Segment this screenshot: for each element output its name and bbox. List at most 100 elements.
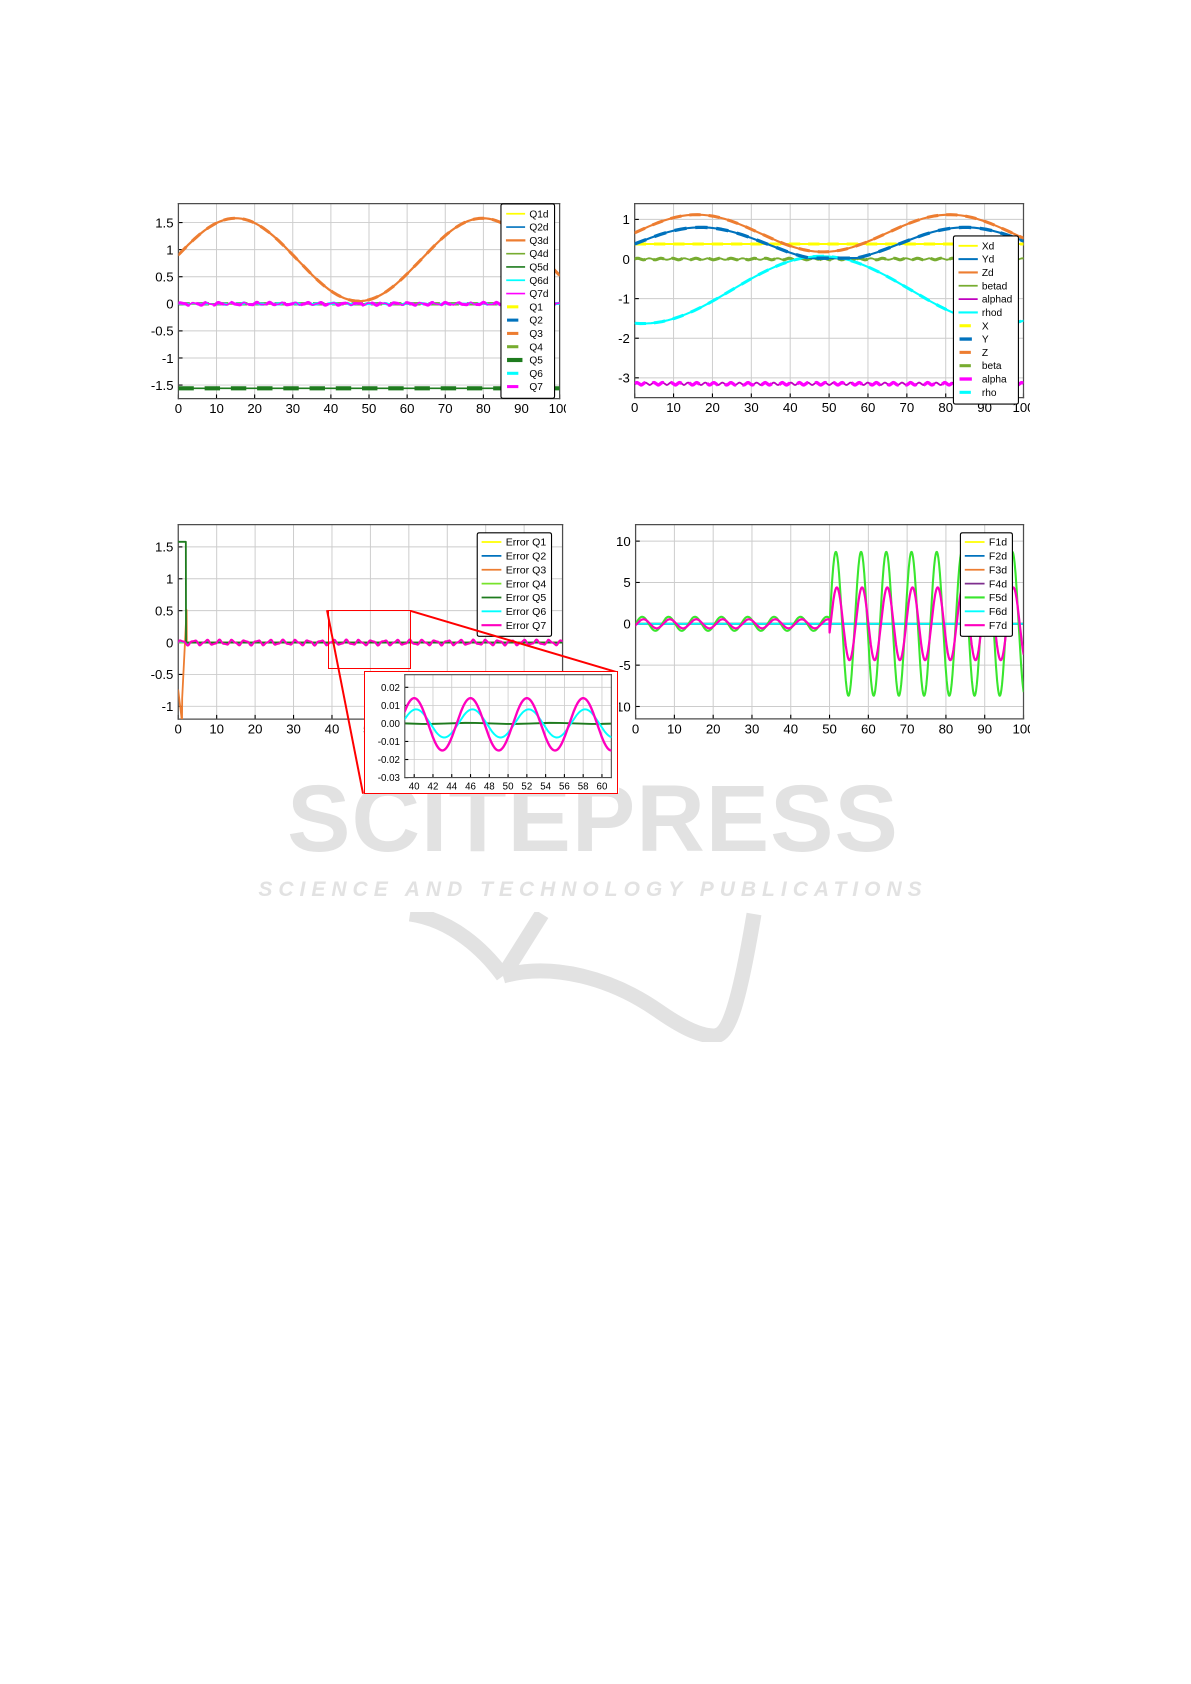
svg-text:Error Q1: Error Q1 [506,537,547,549]
svg-text:Q1d: Q1d [529,209,548,220]
svg-text:Zd: Zd [982,268,994,279]
svg-text:0: 0 [166,635,173,650]
svg-text:-0.5: -0.5 [151,667,174,682]
svg-text:70: 70 [900,721,915,736]
svg-text:100: 100 [549,401,566,416]
svg-text:0: 0 [166,297,173,312]
svg-text:20: 20 [706,721,721,736]
svg-text:-1: -1 [162,699,174,714]
svg-text:1: 1 [622,212,629,227]
svg-text:0.5: 0.5 [155,270,173,285]
svg-text:40: 40 [324,401,339,416]
svg-text:-0.01: -0.01 [378,737,400,748]
svg-text:0: 0 [175,722,182,737]
svg-text:-1: -1 [162,351,174,366]
svg-text:Q4d: Q4d [529,249,548,260]
svg-text:60: 60 [861,400,876,415]
svg-text:1: 1 [166,572,173,587]
svg-text:-2: -2 [618,331,630,346]
svg-text:54: 54 [540,781,551,792]
svg-text:1.5: 1.5 [155,540,173,555]
svg-text:1.5: 1.5 [155,215,173,230]
svg-text:60: 60 [400,401,415,416]
svg-text:10: 10 [666,400,681,415]
svg-text:50: 50 [822,721,837,736]
svg-text:Error Q3: Error Q3 [506,564,547,576]
svg-text:52: 52 [521,781,532,792]
svg-text:0: 0 [632,721,639,736]
svg-text:rhod: rhod [982,308,1002,319]
svg-text:60: 60 [861,721,876,736]
svg-text:Z: Z [982,348,988,359]
svg-text:-0.03: -0.03 [378,773,400,784]
svg-text:80: 80 [938,400,953,415]
svg-text:30: 30 [286,722,301,737]
svg-text:beta: beta [982,361,1002,372]
svg-text:Q5d: Q5d [529,262,548,273]
svg-text:58: 58 [578,781,589,792]
svg-text:Error Q7: Error Q7 [506,620,547,632]
svg-text:-5: -5 [619,658,631,673]
svg-text:Yd: Yd [982,255,994,266]
svg-text:-0.02: -0.02 [378,755,400,766]
svg-text:Q7d: Q7d [529,289,548,300]
svg-text:Q4: Q4 [529,342,543,353]
svg-text:20: 20 [248,722,263,737]
svg-text:0.02: 0.02 [381,683,400,694]
svg-text:0: 0 [623,617,630,632]
svg-text:50: 50 [362,401,377,416]
svg-text:50: 50 [822,400,837,415]
svg-text:Error Q2: Error Q2 [506,551,547,563]
svg-text:10: 10 [667,721,682,736]
svg-text:F6d: F6d [989,606,1007,618]
svg-text:F7d: F7d [989,620,1007,632]
svg-text:40: 40 [783,400,798,415]
svg-text:30: 30 [745,721,760,736]
svg-text:40: 40 [783,721,798,736]
svg-text:-1.5: -1.5 [151,378,174,393]
svg-text:betad: betad [982,281,1007,292]
svg-text:Error Q6: Error Q6 [506,606,547,618]
svg-text:20: 20 [705,400,720,415]
svg-text:10: 10 [209,722,224,737]
svg-text:Q2d: Q2d [529,223,548,234]
svg-text:56: 56 [559,781,570,792]
svg-text:48: 48 [484,781,495,792]
svg-text:Q2: Q2 [529,316,543,327]
svg-text:-3: -3 [618,371,630,386]
svg-text:0.01: 0.01 [381,701,400,712]
svg-text:20: 20 [247,401,262,416]
svg-text:alphad: alphad [982,295,1012,306]
svg-text:70: 70 [900,400,915,415]
svg-text:10: 10 [209,401,224,416]
svg-text:0.00: 0.00 [381,719,401,730]
svg-text:Y: Y [982,335,989,346]
svg-text:1: 1 [166,242,173,257]
svg-text:Q1: Q1 [529,302,543,313]
svg-text:0.5: 0.5 [155,603,173,618]
svg-text:80: 80 [476,401,491,416]
svg-text:Error Q5: Error Q5 [506,592,547,604]
svg-text:F5d: F5d [989,592,1007,604]
svg-text:Q7: Q7 [529,382,543,393]
svg-text:46: 46 [465,781,476,792]
svg-text:F4d: F4d [989,578,1007,590]
svg-text:30: 30 [744,400,759,415]
svg-text:90: 90 [977,721,992,736]
svg-text:40: 40 [325,722,340,737]
svg-text:F1d: F1d [989,537,1007,549]
svg-text:F3d: F3d [989,564,1007,576]
svg-text:80: 80 [939,721,954,736]
svg-text:alpha: alpha [982,375,1007,386]
svg-text:70: 70 [438,401,453,416]
svg-text:Q5: Q5 [529,356,543,367]
svg-text:-0.5: -0.5 [151,324,174,339]
svg-text:60: 60 [597,781,608,792]
svg-text:0: 0 [622,252,629,267]
svg-text:0: 0 [175,401,182,416]
svg-text:42: 42 [428,781,439,792]
svg-text:100: 100 [1013,721,1030,736]
svg-text:40: 40 [409,781,420,792]
svg-text:rho: rho [982,388,997,399]
svg-text:44: 44 [446,781,457,792]
